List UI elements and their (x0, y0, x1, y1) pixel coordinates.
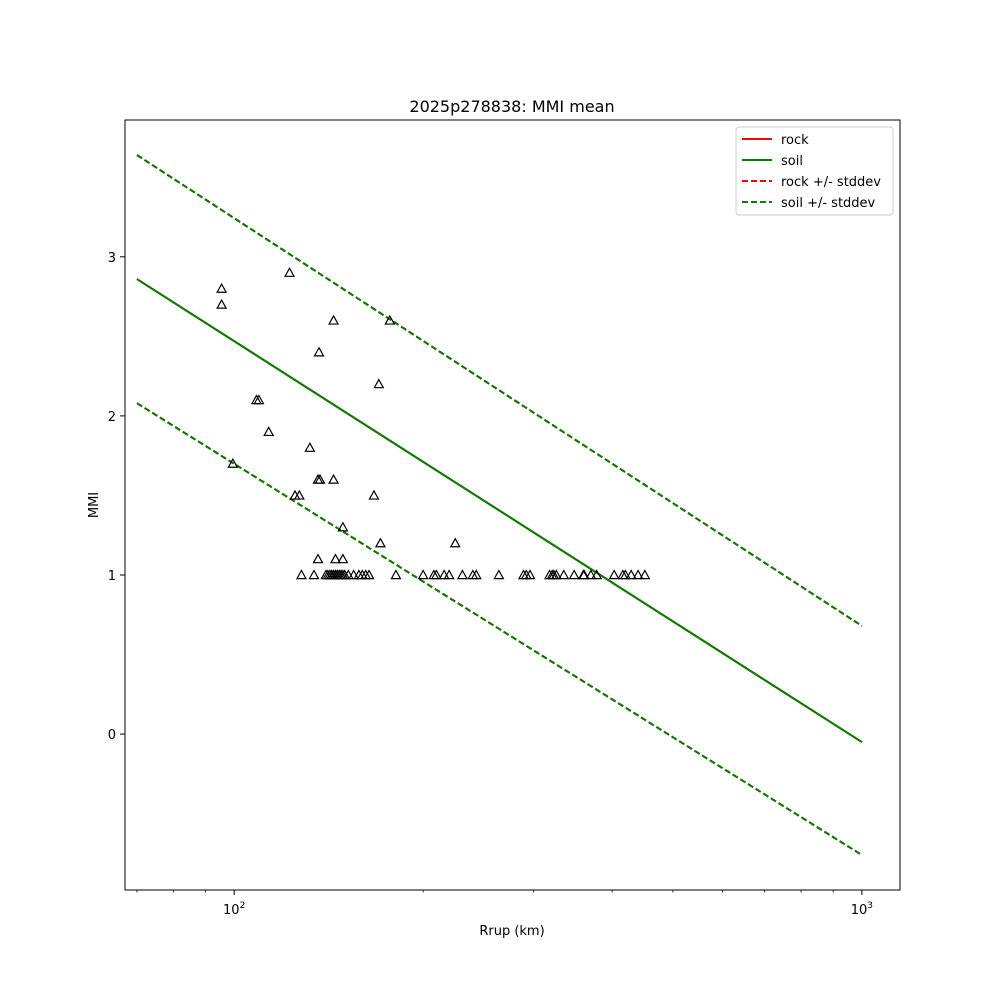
series-line-soil-1 (136, 278, 863, 743)
station-point (313, 346, 325, 357)
y-tick-label: 3 (108, 251, 116, 266)
station-point (348, 569, 360, 580)
station-point (384, 314, 396, 325)
station-point (585, 569, 597, 580)
station-point (470, 569, 482, 580)
station-point (293, 489, 305, 500)
legend-label: soil +/- stddev (781, 196, 876, 211)
station-point (449, 537, 461, 548)
station-point (568, 569, 580, 580)
station-point (619, 569, 631, 580)
x-tick-label: 103 (851, 901, 873, 918)
x-axis-label: Rrup (km) (479, 924, 544, 939)
station-point (373, 378, 385, 389)
station-point (639, 569, 651, 580)
station-points (216, 266, 651, 580)
x-axis-ticks: 102 103 (136, 890, 873, 918)
station-point (314, 473, 326, 484)
chart-title: 2025p278838: MMI mean (409, 97, 614, 116)
station-point (308, 569, 320, 580)
station-point (216, 282, 228, 293)
station-point (390, 569, 402, 580)
station-point (591, 569, 603, 580)
axes-frame (124, 119, 901, 891)
y-tick-label: 2 (108, 410, 116, 425)
station-point (312, 553, 324, 564)
station-point (456, 569, 468, 580)
legend: rock soil rock +/- stddev soil +/- stddev (735, 126, 894, 216)
series-line-soil-stddev-5 (136, 402, 863, 856)
station-point (283, 266, 296, 277)
station-point (263, 426, 275, 437)
station-point (337, 521, 349, 532)
legend-frame (735, 126, 894, 216)
station-point (374, 537, 386, 548)
station-point (524, 569, 536, 580)
station-point (443, 569, 455, 580)
station-point (337, 553, 349, 564)
x-tick-label: 102 (223, 901, 245, 918)
station-point (625, 569, 637, 580)
y-axis-ticks: 0 1 2 3 (108, 251, 125, 743)
series-lines (136, 154, 863, 856)
y-axis-label: MMI (87, 492, 102, 518)
station-point (632, 569, 644, 580)
y-tick-label: 0 (108, 728, 116, 743)
station-point (216, 298, 228, 309)
station-point (253, 394, 265, 405)
station-point (578, 569, 590, 580)
station-point (342, 569, 354, 580)
station-point (430, 569, 442, 580)
station-point (328, 314, 340, 325)
series-line-soil-stddev-4 (136, 154, 863, 627)
station-point (227, 457, 239, 468)
station-point (608, 569, 620, 580)
station-point (558, 569, 570, 580)
legend-label: rock (781, 133, 809, 148)
legend-label: soil (781, 154, 803, 169)
plot-area (136, 154, 863, 856)
y-tick-label: 1 (108, 569, 116, 584)
station-point (368, 489, 380, 500)
legend-label: rock +/- stddev (781, 175, 881, 190)
station-point (328, 473, 340, 484)
station-point (329, 553, 341, 564)
station-point (550, 569, 562, 580)
station-point (304, 441, 316, 452)
station-point (295, 569, 307, 580)
station-point (493, 569, 505, 580)
station-point (417, 569, 429, 580)
station-point (363, 569, 375, 580)
